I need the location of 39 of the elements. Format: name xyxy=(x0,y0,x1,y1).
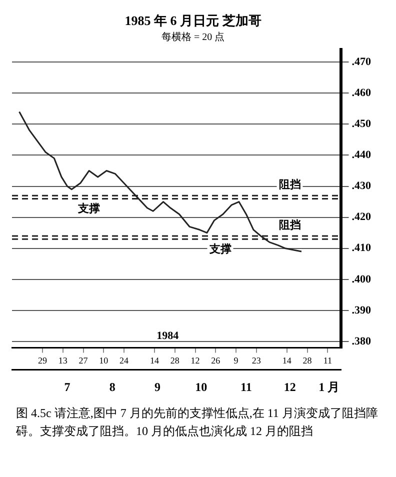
x-tick-label: 13 xyxy=(58,356,68,366)
y-tick-label: .440 xyxy=(352,149,372,162)
x-tick-label: 24 xyxy=(120,356,130,366)
x-tick-label: 28 xyxy=(302,356,312,366)
chart-subtitle: 每横格 = 20 点 xyxy=(161,31,225,44)
x2-tick-label: 1 月 xyxy=(318,380,340,394)
x-tick-label: 12 xyxy=(190,356,200,366)
y-tick-label: .470 xyxy=(352,56,372,68)
y-tick-label: .400 xyxy=(352,273,372,286)
x-tick-label: 26 xyxy=(211,356,221,366)
y-tick-label: .420 xyxy=(352,211,372,224)
y-tick-label: .380 xyxy=(352,335,372,348)
ref-line-label: 支撑 xyxy=(208,242,232,256)
y-tick-label: .450 xyxy=(352,118,372,130)
x-tick-label: 14 xyxy=(150,356,160,366)
x2-tick-label: 7 xyxy=(64,380,70,394)
y-tick-label: .410 xyxy=(352,242,372,254)
x-tick-label: 23 xyxy=(252,356,262,366)
caption: 图 4.5c 请注意,图中 7 月的先前的支撑性低点,在 11 月演变成了阻挡障碍。支撑变成了阻挡。10 月的低点也演化成 12 月的阻挡 xyxy=(15,405,379,440)
ref-line-label: 阻挡 xyxy=(278,178,301,191)
y-tick-label: .430 xyxy=(352,180,372,192)
y-tick-label: .390 xyxy=(352,304,372,316)
x-tick-label: 29 xyxy=(38,356,48,366)
x2-tick-label: 9 xyxy=(154,380,160,394)
x2-tick-label: 11 xyxy=(240,380,252,394)
x2-tick-label: 12 xyxy=(284,380,296,394)
x-tick-label: 28 xyxy=(170,356,180,366)
x2-tick-label: 8 xyxy=(109,380,116,394)
x-tick-label: 10 xyxy=(99,356,109,366)
chart-title: 1985 年 6 月日元 芝加哥 xyxy=(124,13,262,28)
ref-line-label: 阻挡 xyxy=(278,218,301,232)
x2-tick-label: 10 xyxy=(195,380,208,394)
x-tick-label: 11 xyxy=(323,356,332,366)
x-tick-label: 27 xyxy=(78,356,88,366)
annotation: 1984 xyxy=(156,330,180,342)
x-tick-label: 9 xyxy=(234,356,239,366)
y-tick-label: .460 xyxy=(352,86,372,99)
x-tick-label: 14 xyxy=(282,356,292,366)
ref-line-label: 支撑 xyxy=(76,202,100,216)
